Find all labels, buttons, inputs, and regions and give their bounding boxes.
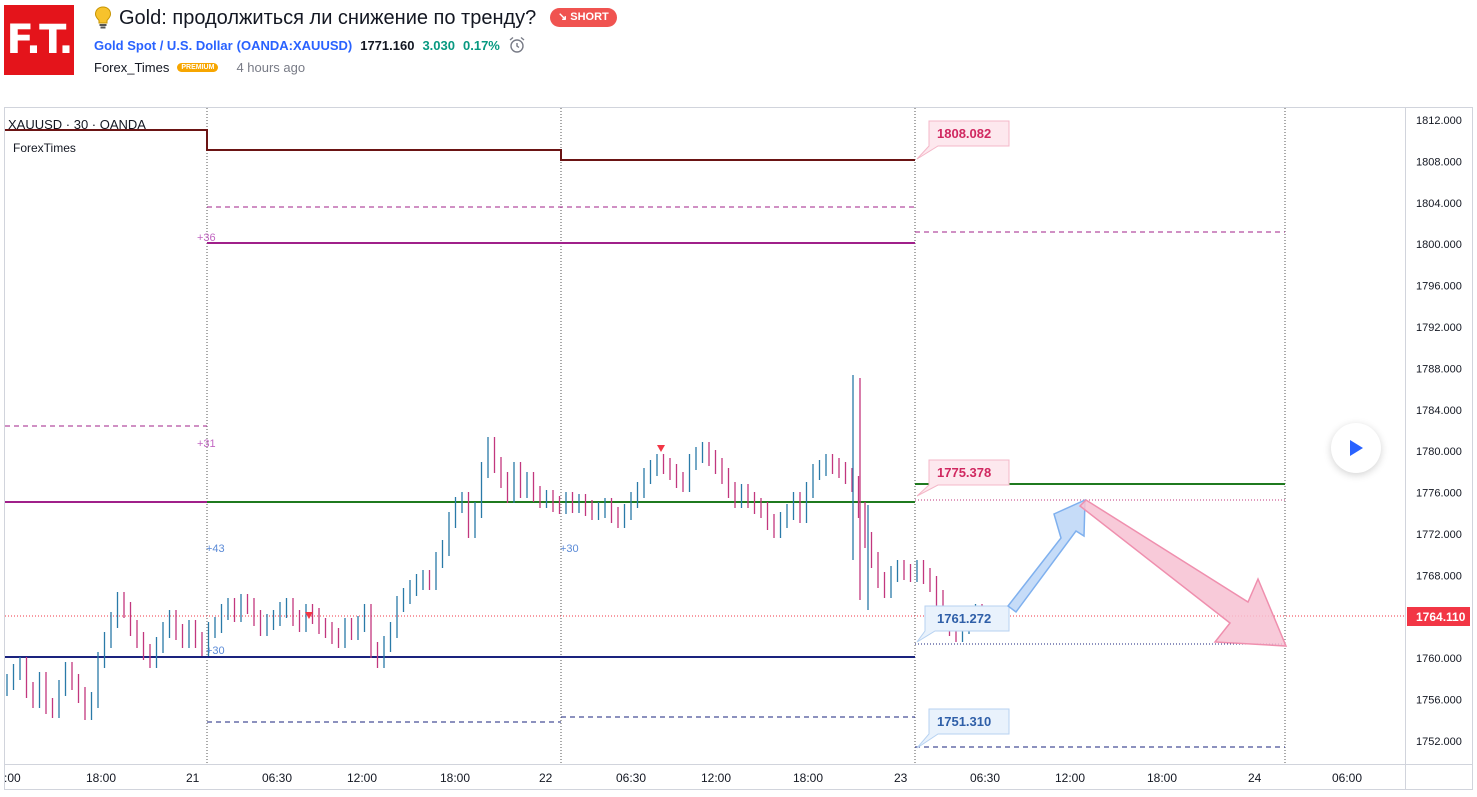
y-axis-tick-label: 1808.000 <box>1416 156 1462 168</box>
y-axis-tick-label: 1776.000 <box>1416 488 1462 500</box>
x-axis-tick-label: 18:00 <box>1147 771 1177 785</box>
last-price: 1771.160 <box>360 37 415 53</box>
level-offset-label: +31 <box>197 438 216 450</box>
lightbulb-icon <box>94 6 112 29</box>
lower-level-callout[interactable]: 1751.310 <box>937 714 991 729</box>
middle-level-callout[interactable]: 1775.378 <box>937 465 991 480</box>
y-axis-tick-label: 1800.000 <box>1416 239 1462 251</box>
candle-series <box>6 375 983 720</box>
y-axis-tick-label: 1772.000 <box>1416 529 1462 541</box>
symbol-ticker-link[interactable]: (OANDA:XAUUSD) <box>236 37 353 53</box>
level-offset-label: +30 <box>560 543 579 555</box>
y-axis-tick-label: 1780.000 <box>1416 446 1462 458</box>
x-axis-tick-label: :00 <box>4 771 21 785</box>
price-change: 3.030 <box>422 37 455 53</box>
y-axis-tick-label: 1756.000 <box>1416 695 1462 707</box>
author-row: Forex_Times PREMIUM 4 hours ago <box>94 60 305 75</box>
level-offset-label: +43 <box>206 543 225 555</box>
y-axis-tick-label: 1752.000 <box>1416 736 1462 748</box>
x-axis-tick-label: 22 <box>539 771 553 785</box>
forecast-up-arrow[interactable] <box>1006 498 1086 614</box>
chart-symbol-legend[interactable]: XAUUSD · 30 · OANDA <box>8 117 146 132</box>
symbol-row: Gold Spot / U.S. Dollar (OANDA:XAUUSD) 1… <box>94 36 526 54</box>
x-axis-tick-label: 06:00 <box>1332 771 1362 785</box>
y-axis-tick-label: 1784.000 <box>1416 405 1462 417</box>
y-axis-tick-label: 1796.000 <box>1416 281 1462 293</box>
y-axis-tick-label: 1788.000 <box>1416 363 1462 375</box>
x-axis-tick-label: 12:00 <box>701 771 731 785</box>
price-change-percent: 0.17% <box>463 37 500 53</box>
signal-arrow-down-icon <box>305 612 313 619</box>
y-axis-tick-label: 1768.000 <box>1416 570 1462 582</box>
forecast-down-arrow[interactable] <box>1078 499 1288 647</box>
publisher-logo[interactable]: F.T. <box>4 5 74 75</box>
x-axis-tick-label: 18:00 <box>440 771 470 785</box>
x-axis-tick-label: 12:00 <box>1055 771 1085 785</box>
x-axis-tick-label: 21 <box>186 771 200 785</box>
current-price-label: 1764.110 <box>1416 610 1466 624</box>
x-axis-tick-label: 18:00 <box>86 771 116 785</box>
x-axis-tick-label: 12:00 <box>347 771 377 785</box>
y-axis-tick-label: 1812.000 <box>1416 115 1462 127</box>
current-price-badge <box>1407 607 1470 626</box>
short-badge: ↘ SHORT <box>550 8 617 27</box>
symbol-name-link[interactable]: Gold Spot / U.S. Dollar <box>94 37 233 53</box>
alarm-clock-icon[interactable] <box>508 36 526 54</box>
play-icon <box>1350 440 1363 456</box>
current-level-callout[interactable]: 1761.272 <box>937 611 991 626</box>
x-axis-tick-label: 06:30 <box>616 771 646 785</box>
y-axis-tick-label: 1804.000 <box>1416 198 1462 210</box>
y-axis-tick-label: 1760.000 <box>1416 653 1462 665</box>
y-axis-tick-label: 1792.000 <box>1416 322 1462 334</box>
author-link[interactable]: Forex_Times <box>94 60 170 75</box>
premium-badge: PREMIUM <box>177 63 219 72</box>
level-offset-label: +30 <box>206 645 225 657</box>
x-axis-tick-label: 24 <box>1248 771 1262 785</box>
signal-arrow-down-icon <box>657 445 665 452</box>
level-offset-label: +36 <box>197 232 216 244</box>
x-axis-tick-label: 06:30 <box>262 771 292 785</box>
x-axis-tick-label: 23 <box>894 771 908 785</box>
idea-title: Gold: продолжиться ли снижение по тренду… <box>119 7 537 29</box>
x-axis-tick-label: 06:30 <box>970 771 1000 785</box>
x-axis-tick-label: 18:00 <box>793 771 823 785</box>
chart-indicator-legend[interactable]: ForexTimes <box>13 141 76 155</box>
play-button[interactable] <box>1331 423 1381 473</box>
publish-time: 4 hours ago <box>236 60 306 75</box>
upper-level-callout[interactable]: 1808.082 <box>937 126 991 141</box>
